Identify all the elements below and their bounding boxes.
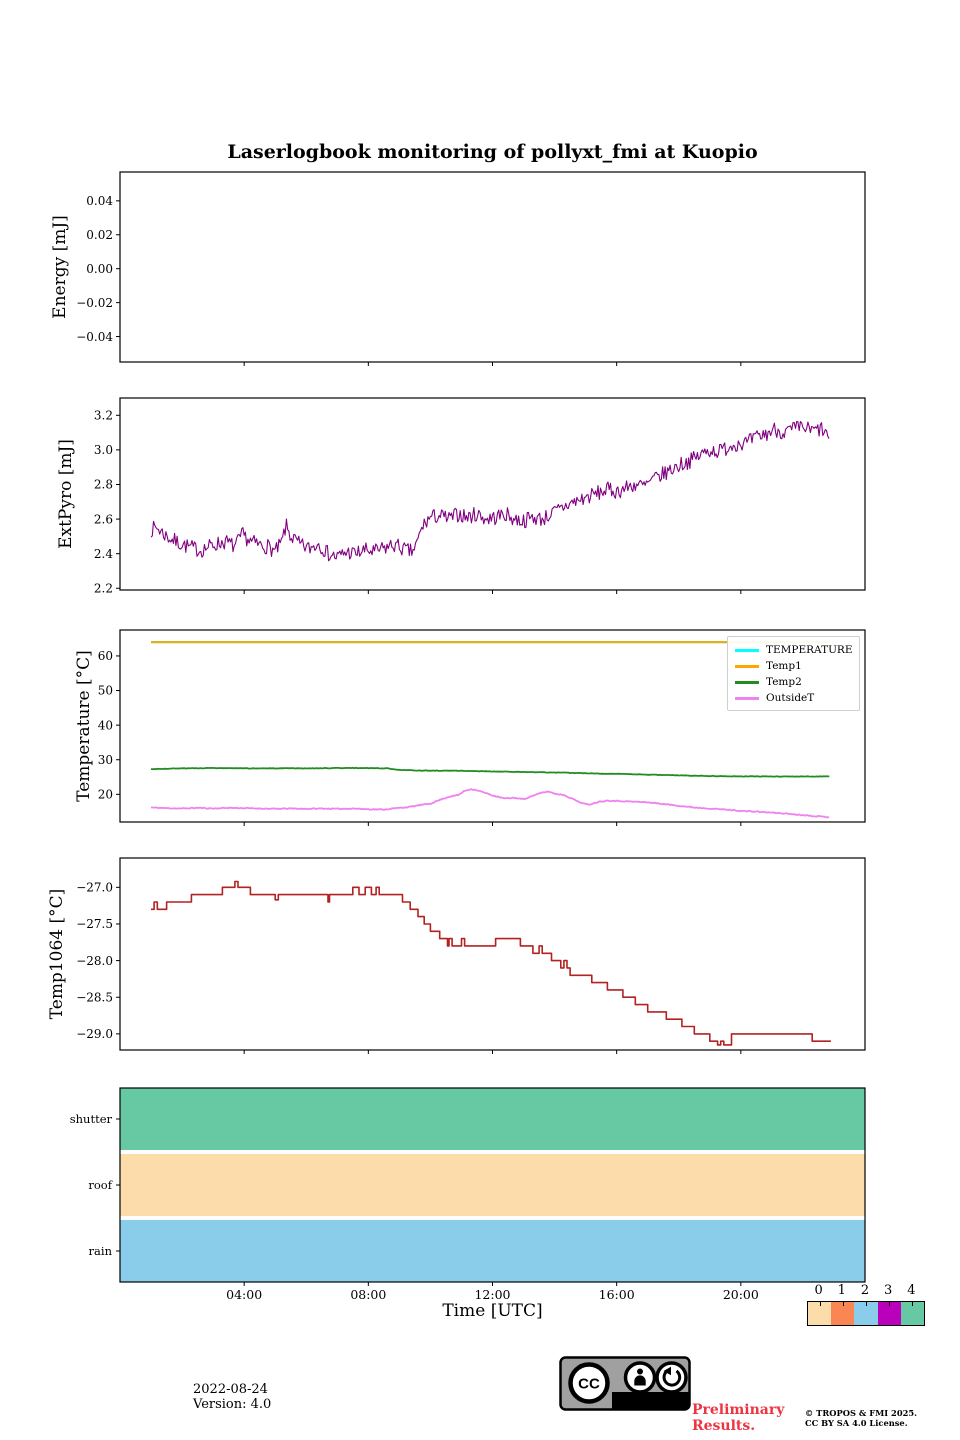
extpyro-ytick: 3.0 [94, 443, 113, 457]
cc-text: CC [578, 1376, 600, 1393]
preliminary-results-note: Preliminary Results. [692, 1402, 785, 1434]
temperature-ytick: 30 [98, 753, 113, 767]
status-bar-shutter [120, 1088, 865, 1150]
legend-label-Temp2: Temp2 [766, 676, 802, 688]
status-bar-rain [120, 1220, 865, 1282]
series-Temp1064-line [151, 880, 831, 1046]
colorbar-segment-3 [877, 1302, 901, 1325]
status-label-roof: roof [88, 1178, 112, 1192]
series-OutsideT-line [151, 788, 830, 819]
temp1064-ytick: −28.5 [76, 990, 113, 1004]
figure-title: Laserlogbook monitoring of pollyxt_fmi a… [227, 141, 758, 163]
extpyro-ytick: 2.6 [94, 512, 113, 526]
energy-ytick: −0.02 [76, 296, 113, 310]
colorbar-label-1: 1 [837, 1283, 846, 1298]
energy-plot: 0.04 0.02 0.00 −0.02 −0.04 [76, 171, 866, 366]
legend-swatch-Temp2 [735, 680, 759, 684]
legend-swatch-TEMPERATURE [735, 648, 759, 652]
colorbar-label-0: 0 [814, 1283, 823, 1298]
share-alike-arrow-icon [662, 1369, 682, 1387]
sa-text: SA [664, 1397, 679, 1409]
x-axis-label: Time [UTC] [442, 1301, 543, 1321]
colorbar-segment-1 [831, 1302, 855, 1325]
sa-circle [655, 1361, 688, 1394]
legend-label-TEMPERATURE: TEMPERATURE [766, 644, 853, 656]
temp1064-ytick: −27.5 [76, 917, 113, 931]
energy-axis-label: Energy [mJ] [50, 215, 70, 319]
xtick-12:00: 12:00 [474, 1287, 510, 1302]
legend-item-TEMPERATURE: TEMPERATURE [735, 642, 853, 658]
temp1064-ytick: −28.0 [76, 954, 113, 968]
colorbar-segment-4 [900, 1302, 924, 1325]
by-text: BY [633, 1397, 648, 1409]
energy-ytick: 0.00 [86, 262, 113, 276]
colorbar-segment-0 [808, 1302, 832, 1325]
colorbar-label-4: 4 [907, 1283, 916, 1298]
series-ExtPyro-line [150, 420, 830, 562]
legend-item-Temp1: Temp1 [735, 658, 853, 674]
footer-date-version: 2022-08-24 Version: 4.0 [193, 1382, 271, 1412]
temperature-ytick: 60 [98, 649, 113, 663]
extpyro-plot: 3.2 3.0 2.8 2.6 2.4 2.2 [94, 397, 866, 595]
temperature-ytick: 50 [98, 684, 113, 698]
extpyro-axis-label: ExtPyro [mJ] [56, 439, 76, 549]
extpyro-ytick: 2.8 [94, 478, 113, 492]
status-plot: shutter roof rain 04:00 08:00 12:00 16:00 20:00 [70, 1087, 866, 1302]
temp1064-ytick: −29.0 [76, 1027, 113, 1041]
share-alike-arrowhead-icon [663, 1366, 671, 1376]
copyright-note: © TROPOS & FMI 2025. CC BY SA 4.0 Licens… [805, 1408, 918, 1428]
cc-badge-strip [612, 1392, 690, 1409]
version-text: Version: 4.0 [193, 1397, 272, 1412]
temperature-legend: TEMPERATURE Temp1 Temp2 OutsideT [727, 636, 860, 711]
temperature-ytick: 40 [98, 718, 113, 732]
temp1064-ytick: −27.0 [76, 881, 113, 895]
temperature-axis-label: Temperature [°C] [74, 650, 94, 802]
colorbar-label-2: 2 [860, 1283, 870, 1298]
energy-ytick: −0.04 [76, 330, 113, 344]
legend-item-Temp2: Temp2 [735, 674, 853, 690]
legend-item-OutsideT: OutsideT [735, 690, 853, 706]
xtick-08:00: 08:00 [350, 1287, 386, 1302]
series-Temp2-line [150, 766, 830, 778]
temp1064-plot: −27.0 −27.5 −28.0 −28.5 −29.0 [76, 857, 866, 1054]
energy-ytick: 0.02 [86, 228, 113, 242]
temperature-plot: 60 50 40 30 20 [98, 629, 866, 826]
temperature-ytick: 20 [98, 788, 113, 802]
xtick-04:00: 04:00 [226, 1287, 262, 1302]
extpyro-ytick: 3.2 [94, 408, 113, 422]
legend-label-Temp1: Temp1 [766, 660, 802, 672]
energy-ytick: 0.04 [86, 194, 113, 208]
status-colorbar [807, 1301, 925, 1326]
xtick-20:00: 20:00 [723, 1287, 759, 1302]
extpyro-ytick: 2.4 [94, 547, 113, 561]
status-bar-roof [120, 1154, 865, 1216]
extpyro-ytick: 2.2 [94, 581, 113, 595]
cc-circle [568, 1362, 610, 1404]
date-text: 2022-08-24 [193, 1382, 268, 1397]
person-body-icon [634, 1375, 646, 1386]
legend-label-OutsideT: OutsideT [766, 692, 815, 704]
legend-swatch-OutsideT [735, 696, 759, 700]
legend-swatch-Temp1 [735, 664, 759, 668]
colorbar-label-3: 3 [884, 1283, 893, 1298]
status-label-shutter: shutter [70, 1112, 113, 1126]
xtick-16:00: 16:00 [599, 1287, 635, 1302]
cc-license-badge: CC BY SA [559, 1356, 691, 1411]
colorbar-segment-2 [854, 1302, 878, 1325]
person-icon [637, 1368, 643, 1375]
temp1064-axis-label: Temp1064 [°C] [47, 888, 67, 1020]
status-label-rain: rain [89, 1244, 113, 1258]
